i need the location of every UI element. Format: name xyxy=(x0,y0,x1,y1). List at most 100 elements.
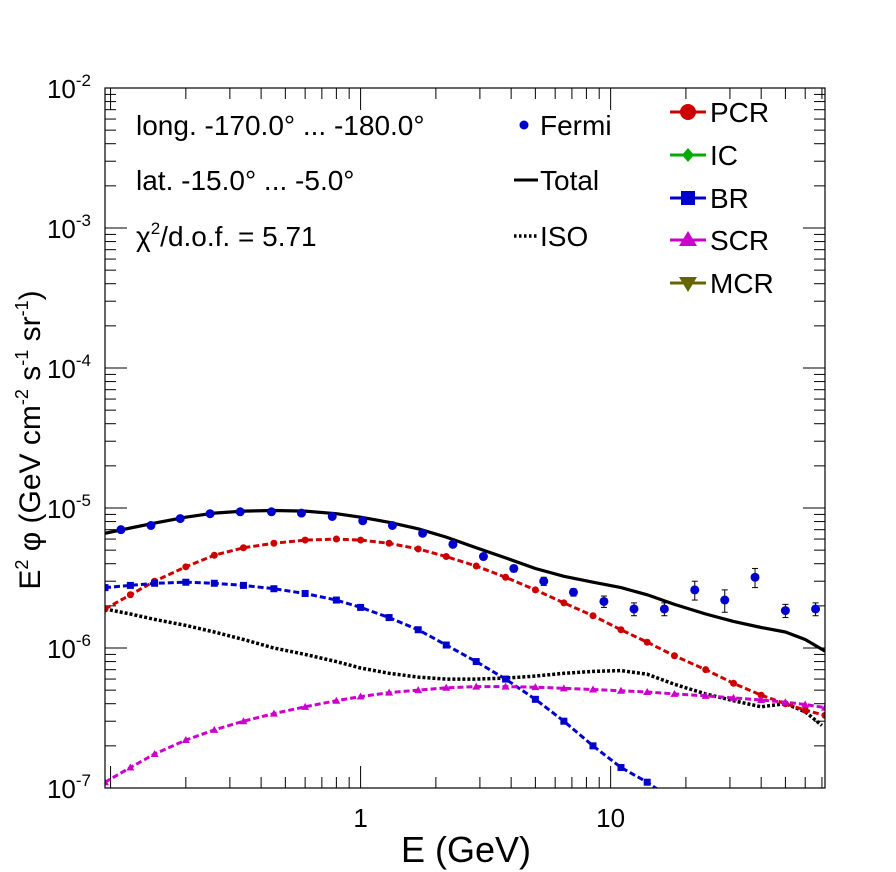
fermi-point xyxy=(568,587,578,597)
series-point-pcr xyxy=(414,545,422,553)
series-point-scr xyxy=(801,700,810,708)
fermi-point xyxy=(720,595,730,605)
legend-pcr-label: PCR xyxy=(710,97,769,128)
series-point-pcr xyxy=(502,573,510,581)
legend-fermi-marker xyxy=(519,120,529,130)
series-point-pcr xyxy=(472,562,480,570)
series-point-scr xyxy=(150,749,159,757)
legend-fermi-label: Fermi xyxy=(540,110,612,141)
series-point-br xyxy=(589,742,597,750)
y-tick-label: 10-5 xyxy=(47,491,91,524)
series-point-pcr xyxy=(301,536,309,544)
fermi-point xyxy=(811,604,821,614)
fermi-point xyxy=(266,507,276,517)
legend-scr-label: SCR xyxy=(710,225,769,256)
series-point-pcr xyxy=(589,612,597,620)
series-point-scr xyxy=(126,763,135,771)
series-point-br xyxy=(472,658,480,666)
legend-mcr-marker xyxy=(679,277,697,292)
series-point-scr xyxy=(385,688,394,696)
series-point-br xyxy=(560,717,568,725)
model-curves xyxy=(105,508,825,788)
series-point-br xyxy=(105,584,109,592)
fermi-point xyxy=(327,511,337,521)
series-point-scr xyxy=(105,778,109,786)
legend-right: PCR IC BR SCR MCR xyxy=(670,97,774,299)
series-point-br xyxy=(357,603,365,611)
fermi-point xyxy=(599,596,609,606)
fermi-point xyxy=(116,525,126,535)
legend-pcr-marker xyxy=(680,104,696,120)
series-point-br xyxy=(210,579,218,587)
annotation-longitude: long. -170.0° ... -180.0° xyxy=(136,110,425,141)
tick-marks xyxy=(105,88,825,789)
series-point-scr xyxy=(781,698,790,706)
series-point-pcr xyxy=(442,553,450,561)
legend-br-label: BR xyxy=(710,183,749,214)
series-point-pcr xyxy=(105,605,109,613)
series-point-scr xyxy=(559,684,568,692)
series-point-scr xyxy=(501,682,510,690)
series-point-scr xyxy=(729,693,738,701)
fermi-point xyxy=(478,552,488,562)
y-tick-label: 10-7 xyxy=(47,771,91,804)
legend-br-marker xyxy=(681,191,695,205)
legend-ic-label: IC xyxy=(710,140,738,171)
series-point-scr xyxy=(757,696,766,704)
y-tick-label: 10-4 xyxy=(47,351,91,384)
annotation-latitude: lat. -15.0° ... -5.0° xyxy=(136,165,355,196)
series-point-scr xyxy=(701,691,710,699)
y-tick-label: 10-3 xyxy=(47,211,91,244)
series-point-scr xyxy=(181,736,190,744)
series-point-scr xyxy=(531,683,540,691)
fermi-point xyxy=(235,507,245,517)
fermi-point xyxy=(448,539,458,549)
fermi-point xyxy=(659,604,669,614)
fermi-point xyxy=(780,606,790,616)
fermi-point xyxy=(509,563,519,573)
fermi-point xyxy=(205,509,215,519)
series-point-scr xyxy=(588,685,597,693)
series-point-br xyxy=(414,626,422,634)
series-point-scr xyxy=(210,725,219,733)
series-point-pcr xyxy=(757,691,765,699)
y-tick-label: 10-6 xyxy=(47,631,91,664)
x-axis-label: E (GeV) xyxy=(401,829,531,870)
series-point-br xyxy=(301,590,309,598)
series-point-br xyxy=(643,778,651,786)
series-point-br xyxy=(239,581,247,589)
series-point-br xyxy=(502,675,510,683)
series-point-scr xyxy=(239,717,248,725)
series-point-pcr xyxy=(182,563,190,571)
series-point-pcr xyxy=(617,626,625,634)
series-point-scr xyxy=(332,696,341,704)
series-point-scr xyxy=(643,687,652,695)
series-point-br xyxy=(385,614,393,622)
legend-iso-label: ISO xyxy=(540,221,588,252)
series-point-br xyxy=(531,695,539,703)
fermi-data-points xyxy=(116,507,821,619)
series-point-scr xyxy=(301,702,310,710)
plot-frame xyxy=(104,87,826,789)
series-point-scr xyxy=(821,703,825,711)
series-point-pcr xyxy=(729,679,737,687)
x-tick-label: 1 xyxy=(353,803,367,833)
fermi-point xyxy=(175,514,185,524)
fermi-point xyxy=(296,508,306,518)
series-point-br xyxy=(332,596,340,604)
legend-left: Fermi Total ISO xyxy=(514,110,612,252)
series-point-pcr xyxy=(670,652,678,660)
fermi-point xyxy=(358,516,368,526)
series-line-iso xyxy=(105,607,824,727)
series-point-pcr xyxy=(801,706,809,714)
series-point-scr xyxy=(472,682,481,690)
fermi-point xyxy=(750,572,760,582)
series-point-br xyxy=(617,764,625,772)
fermi-point xyxy=(418,528,428,538)
series-point-pcr xyxy=(385,539,393,547)
series-point-pcr xyxy=(702,666,710,674)
series-point-scr xyxy=(356,692,365,700)
fermi-point xyxy=(539,576,549,586)
